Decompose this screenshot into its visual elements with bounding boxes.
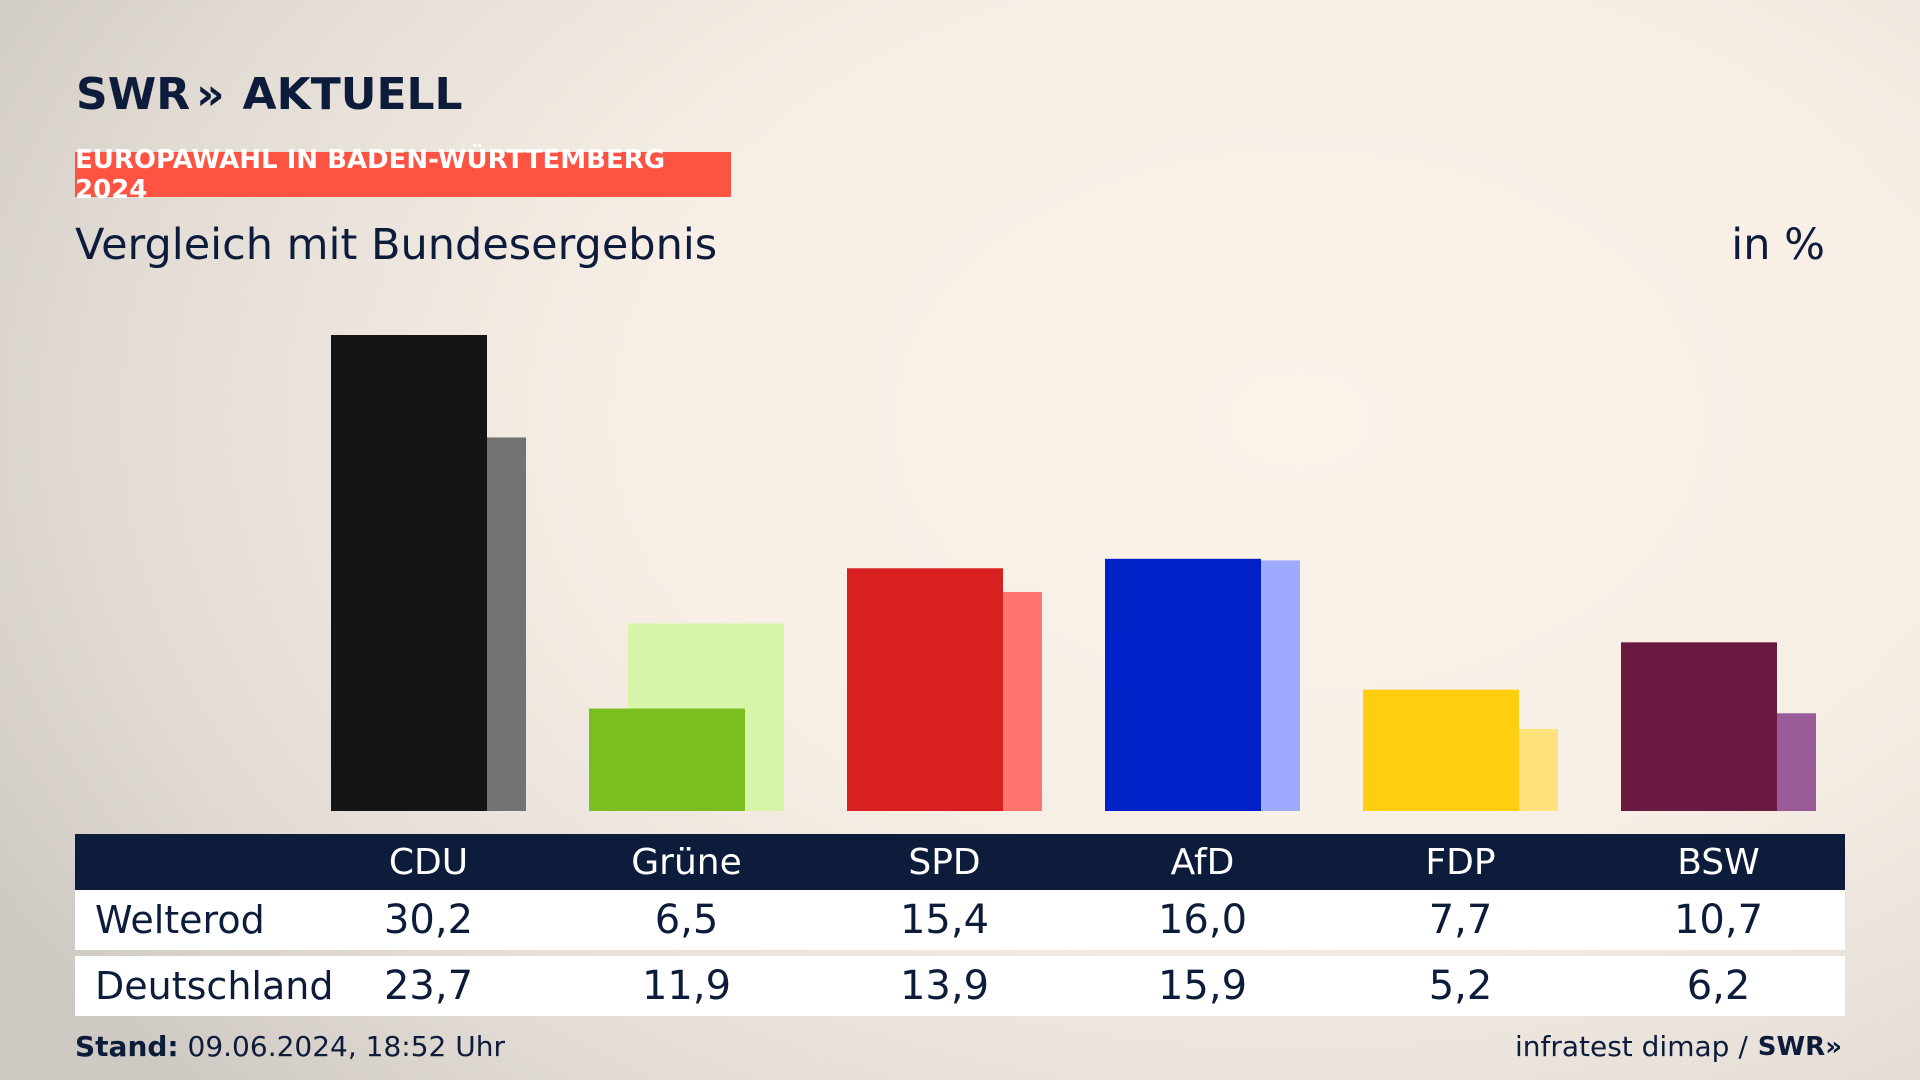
unit-label: in %	[1731, 220, 1825, 270]
party-header: Grüne	[631, 841, 742, 883]
row-label-deutschland: Deutschland	[95, 964, 334, 1008]
table-row: Welterod 30,2 6,5 15,4 16,0 7,7 10,7	[75, 890, 1845, 950]
value-cell: 10,7	[1673, 897, 1764, 943]
bar-welterod-5	[1621, 642, 1777, 811]
value-cell: 6,5	[654, 897, 719, 943]
bar-welterod-2	[847, 568, 1003, 811]
stand-label: Stand:	[75, 1030, 179, 1063]
logo: SWR » AKTUELL	[76, 70, 463, 120]
value-cell: 13,9	[899, 963, 990, 1009]
value-cell: 15,9	[1157, 963, 1248, 1009]
value-cell: 6,2	[1686, 963, 1751, 1009]
bar-welterod-4	[1363, 689, 1519, 811]
value-cell: 15,4	[899, 897, 990, 943]
party-header: AfD	[1170, 841, 1235, 883]
table-row: Deutschland 23,7 11,9 13,9 15,9 5,2 6,2	[75, 956, 1845, 1016]
chart-subtitle: Vergleich mit Bundesergebnis	[75, 220, 718, 270]
party-header: FDP	[1425, 841, 1496, 883]
value-cell: 7,7	[1428, 897, 1493, 943]
value-cell: 30,2	[383, 897, 474, 943]
logo-section: AKTUELL	[242, 69, 463, 120]
logo-swr: SWR	[76, 69, 191, 120]
swr-mini-logo: SWR»	[1757, 1031, 1842, 1062]
table-header: CDU Grüne SPD AfD FDP BSW	[75, 834, 1845, 890]
party-header: SPD	[908, 841, 981, 883]
value-cell: 23,7	[383, 963, 474, 1009]
stand-value: 09.06.2024, 18:52 Uhr	[187, 1030, 505, 1063]
bar-welterod-0	[331, 335, 487, 811]
party-header: BSW	[1677, 841, 1760, 883]
results-table: CDU Grüne SPD AfD FDP BSW Welterod 30,2 6,5 15,…	[75, 834, 1845, 1016]
bar-welterod-3	[1105, 558, 1261, 811]
row-label-welterod: Welterod	[95, 898, 265, 942]
timestamp: Stand: 09.06.2024, 18:52 Uhr	[75, 1030, 505, 1063]
source-text: infratest dimap /	[1514, 1030, 1748, 1063]
value-cell: 5,2	[1428, 963, 1493, 1009]
bar-welterod-1	[589, 708, 745, 811]
value-cell: 11,9	[641, 963, 732, 1009]
value-cell: 16,0	[1157, 897, 1248, 943]
source-credit: infratest dimap / SWR»	[1515, 1030, 1842, 1063]
party-header: CDU	[388, 841, 469, 883]
